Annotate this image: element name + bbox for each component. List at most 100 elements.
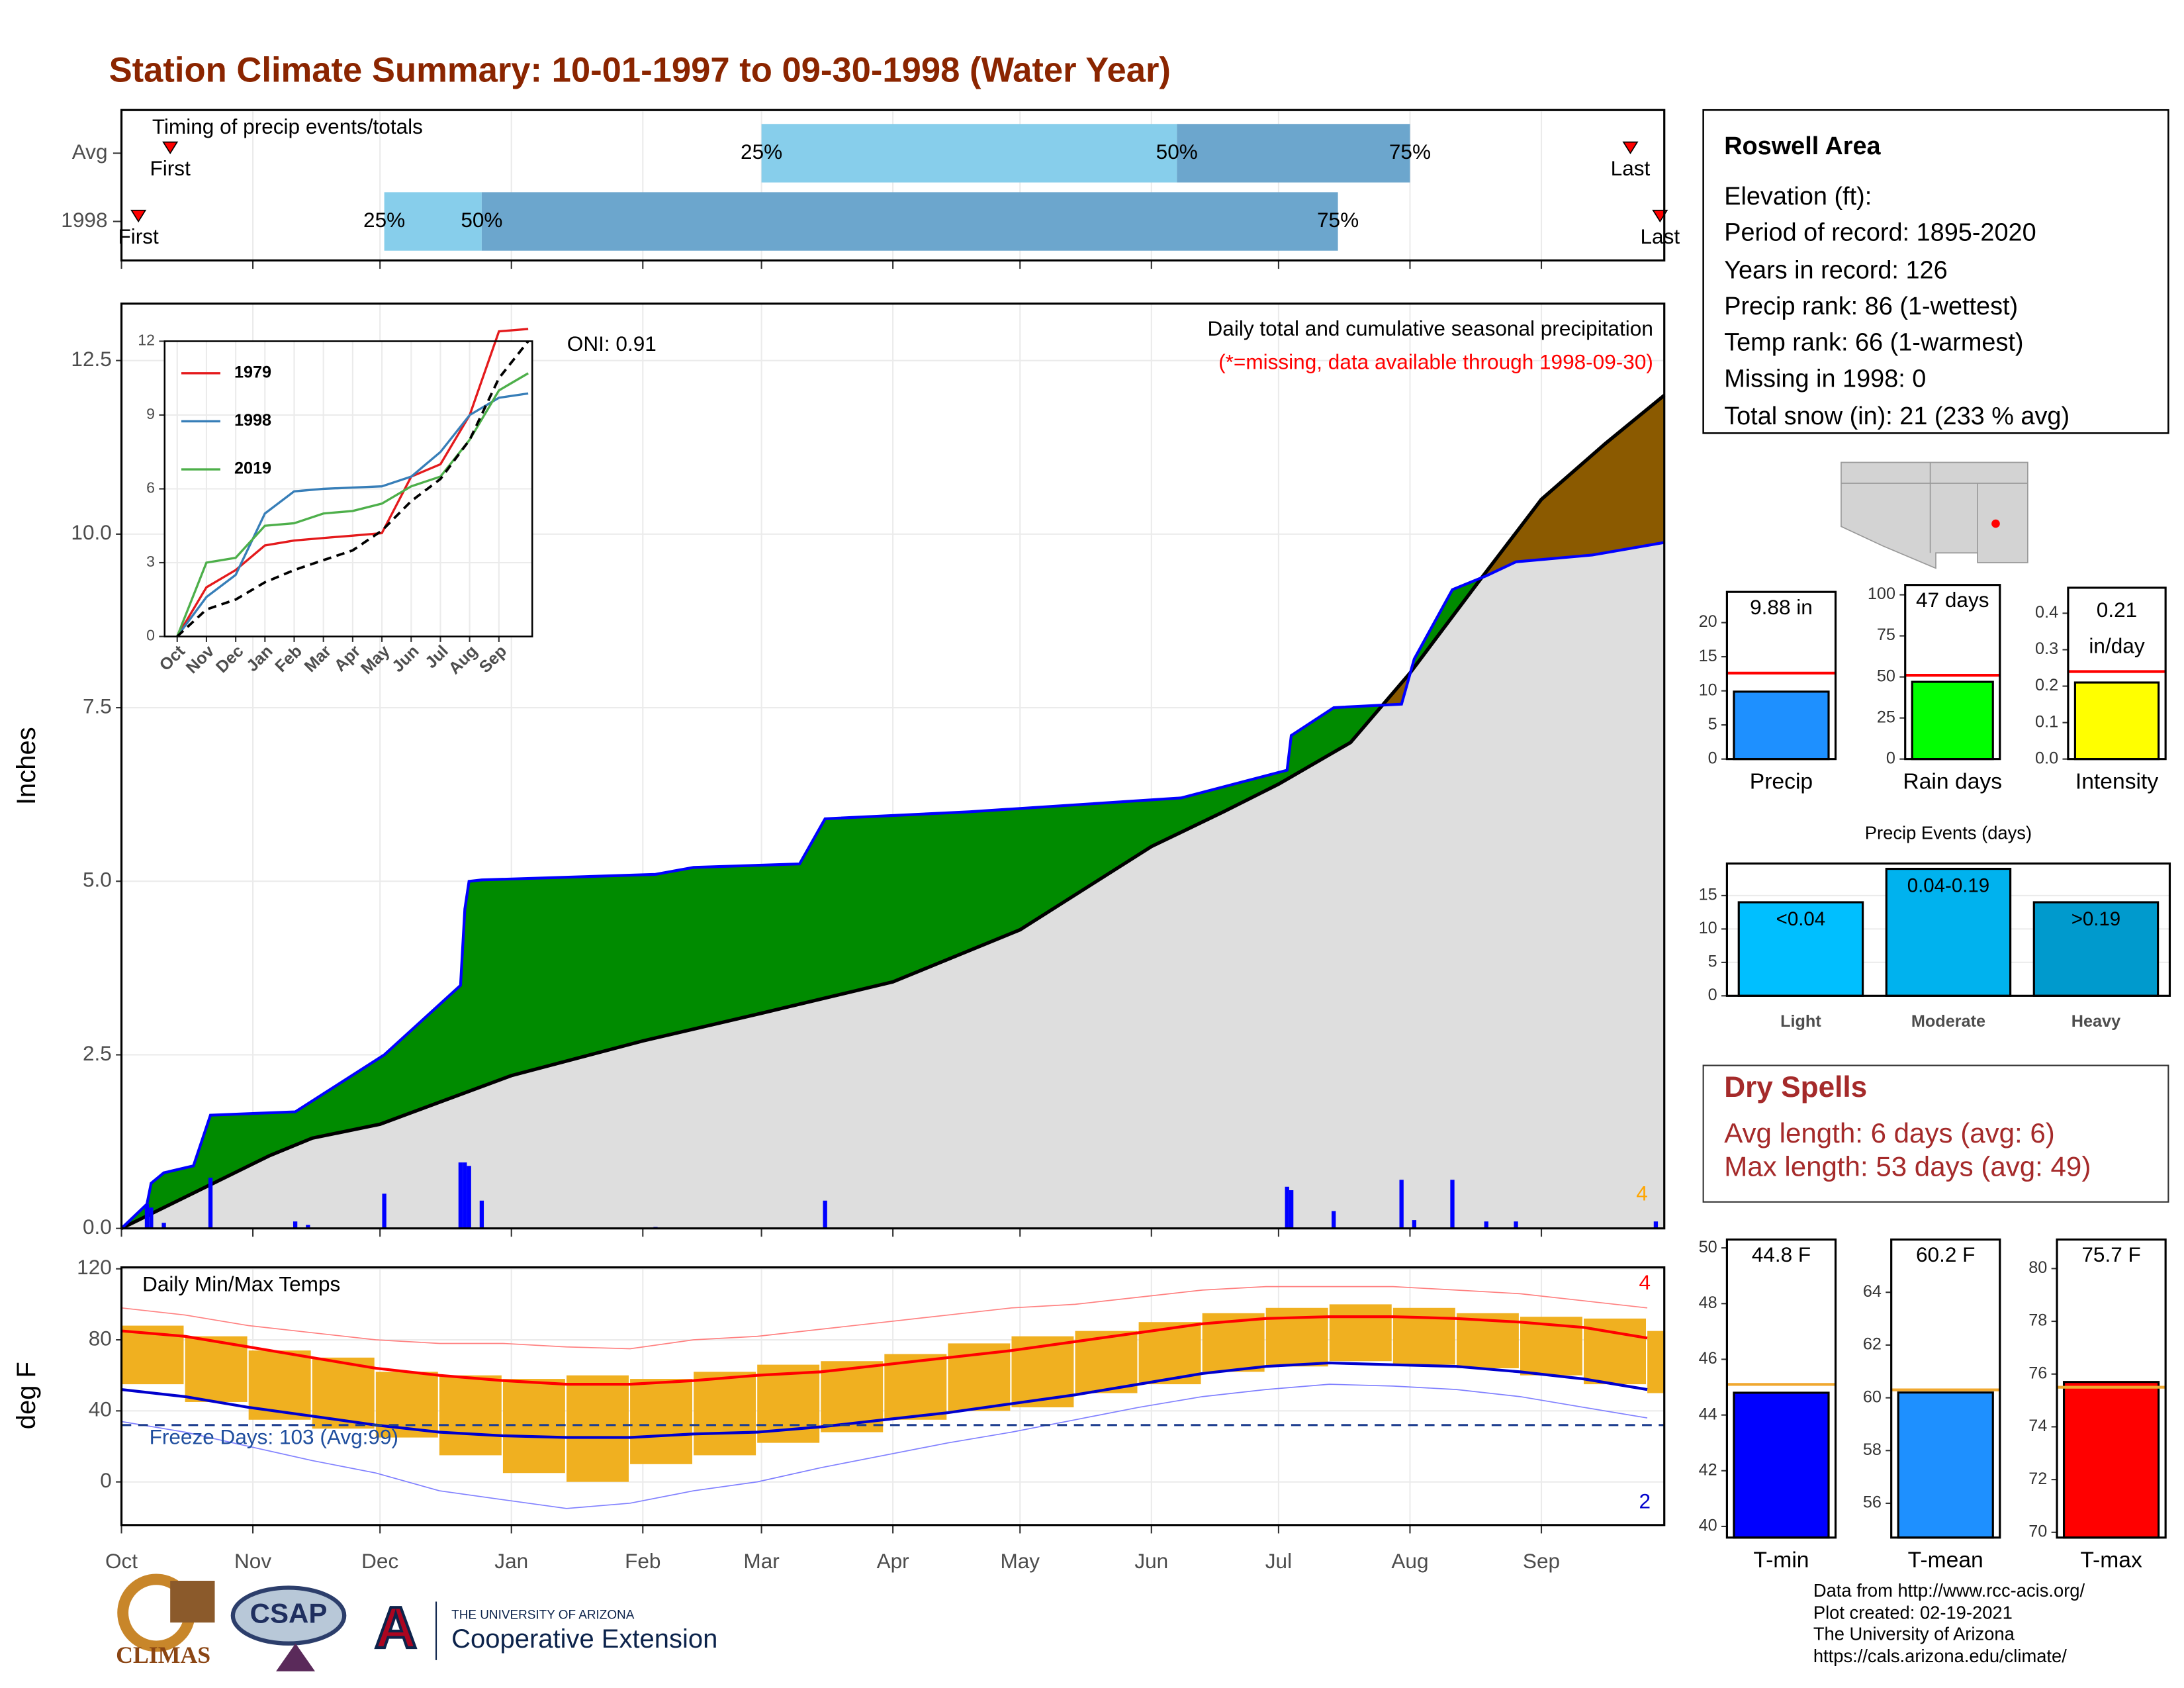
daily-bar — [293, 1221, 298, 1229]
bar — [1733, 690, 1830, 761]
daily-bar — [1450, 1180, 1455, 1229]
daily-bar — [1285, 1186, 1289, 1229]
y-tick-label: 46 — [1699, 1349, 1717, 1368]
y-tick-label: 0 — [1886, 749, 1895, 767]
average-line — [120, 394, 1666, 1231]
dry-spells-line: Avg length: 6 days (avg: 6) — [1724, 1117, 2055, 1149]
y-tick-label: 44 — [1699, 1405, 1717, 1423]
bar — [1737, 901, 1864, 997]
daily-bar — [1484, 1221, 1488, 1229]
y-tick-label: 0 — [1708, 986, 1717, 1004]
temp-range-bar — [1329, 1304, 1392, 1362]
quartile-label: 50% — [1156, 140, 1198, 164]
y-tick-label: 10 — [1699, 680, 1717, 699]
x-tick-label: Sep — [1523, 1549, 1560, 1573]
row-label: Avg — [72, 140, 108, 164]
chart-title: Precip Events (days) — [1865, 822, 2032, 843]
station-line: Missing in 1998: 0 — [1724, 365, 1926, 393]
footer-line: Data from http://www.rcc-acis.org/ — [1813, 1580, 2085, 1601]
y-tick-label: 72 — [2028, 1470, 2047, 1488]
y-tick-label: 78 — [2028, 1311, 2047, 1330]
temp-range-bar — [630, 1379, 693, 1464]
quartile-bar — [384, 192, 482, 251]
quartile-label: 75% — [1317, 208, 1359, 232]
x-tick-label: Jul — [1265, 1549, 1292, 1573]
y-tick-label: 0 — [146, 627, 155, 644]
temp-line — [121, 1383, 1648, 1509]
y-tick-label: 0.0 — [2035, 749, 2058, 767]
y-tick-label: 40 — [1699, 1517, 1717, 1535]
daily-bar — [144, 1203, 150, 1229]
x-tick-label: T-max — [2080, 1548, 2142, 1572]
y-tick-label: 3 — [146, 553, 155, 570]
y-tick-label: 10 — [1699, 919, 1717, 937]
inset-line — [176, 392, 529, 637]
y-tick-label: 0 — [100, 1468, 112, 1492]
dry-spells-line: Max length: 53 days (avg: 49) — [1724, 1150, 2091, 1182]
legend-label: 1979 — [234, 363, 271, 382]
event-label: Last — [1641, 224, 1680, 248]
row-label: 1998 — [61, 208, 107, 232]
daily-bar — [467, 1166, 471, 1229]
bin-label: 0.04-0.19 — [1907, 875, 1989, 897]
daily-bar — [1514, 1221, 1518, 1229]
x-tick-label: Moderate — [1911, 1012, 1985, 1031]
chart-title: Daily total and cumulative seasonal prec… — [1208, 316, 1653, 340]
y-tick-label: 50 — [1877, 667, 1895, 685]
y-tick-label: 100 — [1868, 585, 1895, 603]
timing-title: Timing of precip events/totals — [152, 115, 423, 138]
x-tick-label: Mar — [743, 1549, 779, 1573]
daily-bar — [1289, 1190, 1294, 1229]
bar — [2073, 681, 2160, 761]
value-label: 47 days — [1916, 588, 1989, 612]
y-tick-label: 0.1 — [2035, 712, 2058, 731]
value-label: 9.88 in — [1750, 595, 1813, 619]
value-label: 44.8 F — [1752, 1243, 1811, 1266]
csap-icon — [276, 1643, 315, 1671]
station-line: Total snow (in): 21 (233 % avg) — [1724, 402, 2070, 430]
x-tick-label: Heavy — [2071, 1012, 2120, 1031]
bar — [1733, 1391, 1830, 1539]
y-tick-label: 40 — [89, 1397, 112, 1421]
y-tick-label: 80 — [89, 1326, 112, 1350]
inset-average-line — [176, 340, 529, 637]
cumulative-line — [120, 541, 1665, 1230]
y-tick-label: 76 — [2028, 1364, 2047, 1382]
y-tick-label: 0.3 — [2035, 639, 2058, 658]
x-tick-label: Intensity — [2075, 769, 2159, 794]
plot-border — [1725, 590, 1837, 761]
station-line: Elevation (ft): — [1724, 183, 1872, 211]
daily-bar — [1332, 1211, 1336, 1229]
chart-subtitle: (*=missing, data available through 1998-… — [1218, 350, 1653, 373]
coop-logo-text: Cooperative Extension — [451, 1624, 717, 1654]
y-tick-label: 15 — [1699, 886, 1717, 904]
daily-bar — [458, 1162, 463, 1229]
unit-label: in/day — [2089, 634, 2144, 658]
y-tick-label: 58 — [1863, 1440, 1882, 1459]
temp-line — [121, 1315, 1648, 1386]
y-tick-label: 2.5 — [83, 1041, 112, 1065]
bin-label: <0.04 — [1776, 908, 1826, 930]
y-tick-label: 15 — [1699, 647, 1717, 665]
station-line: Period of record: 1895-2020 — [1724, 218, 2036, 246]
plot-border — [1725, 1238, 1837, 1539]
daily-bar — [1412, 1220, 1417, 1229]
y-tick-label: 42 — [1699, 1460, 1717, 1479]
y-tick-label: 56 — [1863, 1493, 1882, 1512]
event-label: First — [150, 156, 191, 180]
daily-bar — [1399, 1180, 1404, 1229]
y-tick-label: 6 — [146, 479, 155, 496]
plot-border — [2067, 586, 2167, 761]
x-tick-label: May — [1000, 1549, 1040, 1573]
plot-border — [1904, 584, 2001, 761]
x-tick-label: Rain days — [1903, 769, 2002, 794]
temp-range-bar — [439, 1375, 502, 1456]
y-tick-label: 62 — [1863, 1335, 1882, 1354]
y-tick-label: 0 — [1708, 749, 1717, 767]
y-tick-label: 50 — [1699, 1238, 1717, 1256]
daily-bar — [1653, 1221, 1659, 1229]
station-title: Roswell Area — [1724, 132, 1881, 160]
y-tick-label: 80 — [2028, 1258, 2047, 1277]
bar — [1897, 1391, 1994, 1539]
